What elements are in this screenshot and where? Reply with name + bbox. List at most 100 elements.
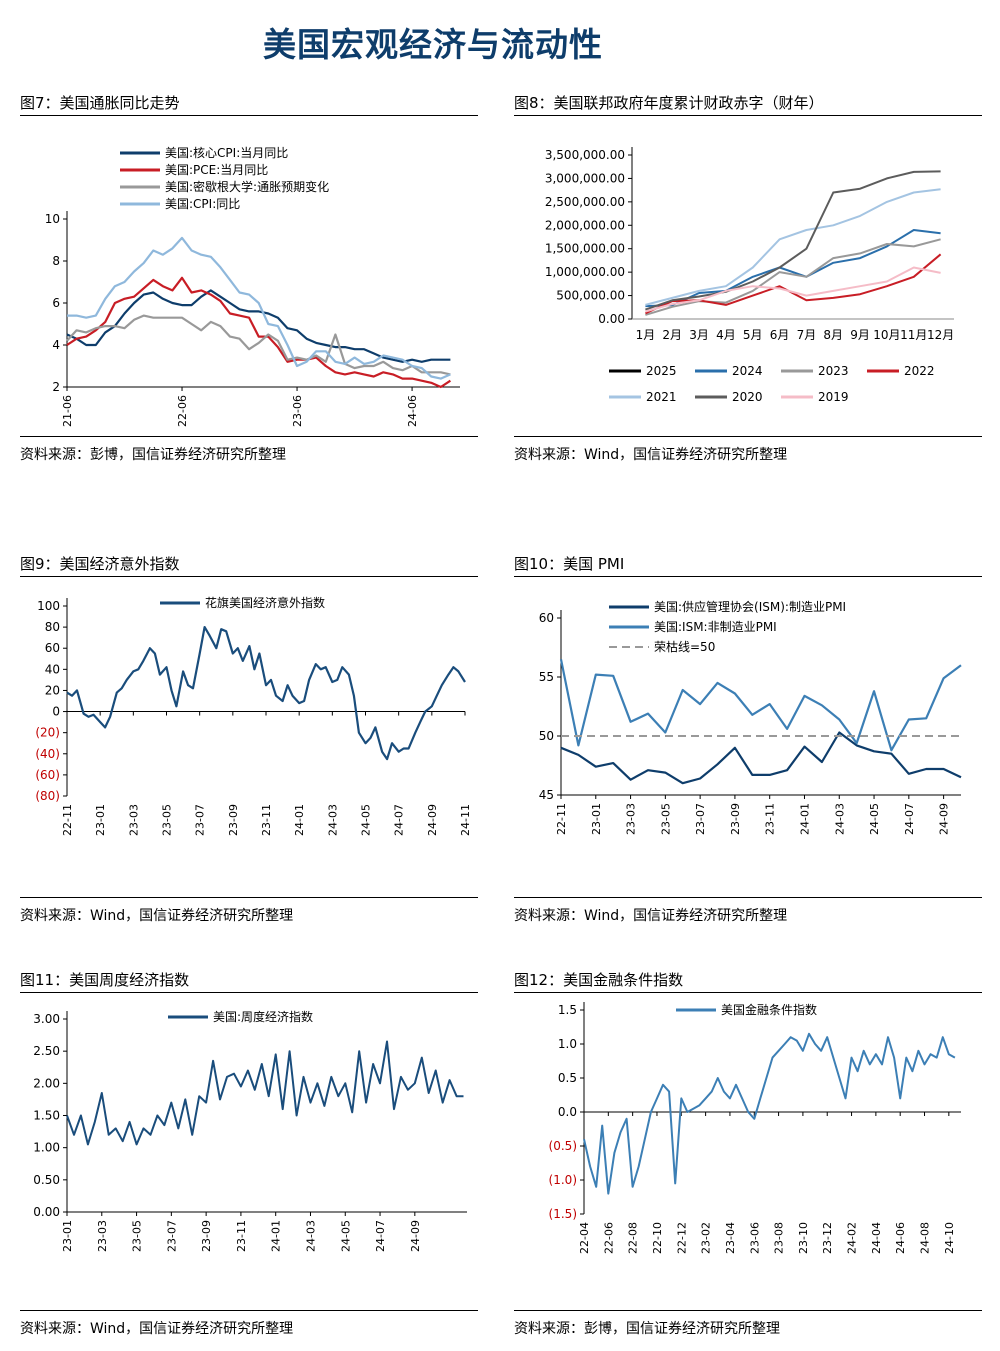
y-tick-label: 1.5	[558, 1003, 577, 1017]
divider	[514, 992, 982, 993]
panel-pmi: 图10：美国 PMI 45 50 55 60 22-11 23-01 23-03 23-05 2…	[514, 553, 984, 933]
x-tick-label: 23-05	[161, 804, 174, 836]
x-tick-label: 23-09	[729, 803, 742, 835]
x-tick-label: 22-11	[555, 803, 568, 835]
y-tick-label: (80)	[35, 789, 60, 803]
divider	[20, 992, 478, 993]
x-tick-label: 4月	[716, 328, 736, 342]
y-tick-label: 2,000,000.00	[545, 218, 625, 232]
divider	[514, 576, 982, 577]
y-tick-label: 20	[45, 683, 60, 697]
divider	[514, 436, 982, 437]
x-tick-label: 23-01	[94, 804, 107, 836]
x-tick-label: 22-04	[578, 1222, 591, 1254]
y-tick-label: 60	[45, 641, 60, 655]
source-note: 资料来源：Wind，国信证券经济研究所整理	[20, 908, 294, 924]
y-tick-label: (20)	[35, 726, 60, 740]
y-tick-label: 60	[539, 611, 554, 625]
x-tick-label: 22-11	[61, 804, 74, 836]
x-tick-label: 24-02	[846, 1222, 859, 1254]
legend-label: 美国:密歇根大学:通胀预期变化	[165, 179, 329, 194]
series-line-0	[66, 289, 451, 363]
series-line-2	[645, 238, 941, 316]
legend-label: 2020	[732, 390, 763, 404]
y-tick-label: 1.00	[33, 1141, 60, 1155]
y-tick-label: 50	[539, 729, 554, 743]
x-tick-label: 24-01	[293, 804, 306, 836]
x-tick-label: 24-09	[426, 804, 439, 836]
x-tick-label: 22-10	[651, 1222, 664, 1254]
x-tick-label: 24-05	[360, 804, 373, 836]
legend-label: 2025	[646, 364, 677, 378]
panel-title: 图8：美国联邦政府年度累计财政赤字（财年）	[514, 94, 824, 112]
y-tick-label: 1.0	[558, 1037, 577, 1051]
x-tick-label: 24-07	[903, 803, 916, 835]
y-tick-label: 1,500,000.00	[545, 242, 625, 256]
source-note: 资料来源：彭博，国信证券经济研究所整理	[20, 447, 286, 463]
x-tick-label: 1月	[636, 328, 656, 342]
legend-label: 荣枯线=50	[654, 639, 715, 654]
x-tick-label: 23-07	[694, 803, 707, 835]
legend-label: 美国:供应管理协会(ISM):制造业PMI	[654, 599, 846, 614]
series-line-0	[66, 625, 466, 761]
y-tick-label: 55	[539, 670, 554, 684]
y-tick-label: 0.00	[598, 312, 625, 326]
series-line-1	[645, 229, 941, 308]
x-tick-label: 23-03	[96, 1220, 109, 1252]
panel-title: 图7：美国通胀同比走势	[20, 94, 180, 112]
x-tick-label: 22-08	[627, 1222, 640, 1254]
x-tick-label: 24-08	[919, 1222, 932, 1254]
x-tick-label: 24-01	[798, 803, 811, 835]
x-tick-label: 23-11	[764, 803, 777, 835]
panel-surprise: 图9：美国经济意外指数 (80) (60) (40) (20) 0 20 40 60 80 100…	[20, 553, 480, 933]
legend-label: 2021	[646, 390, 677, 404]
x-tick-label: 24-04	[870, 1222, 883, 1254]
x-tick-label: 22-06	[176, 395, 189, 427]
x-tick-label: 22-12	[675, 1222, 688, 1254]
y-tick-label: 6	[52, 296, 60, 310]
series-line-3	[644, 253, 942, 315]
y-tick-label: 0.0	[558, 1105, 577, 1119]
y-tick-label: 100	[37, 599, 60, 613]
x-tick-label: 23-01	[61, 1220, 74, 1252]
x-tick-label: 23-12	[821, 1222, 834, 1254]
y-tick-label: 2.00	[33, 1076, 60, 1090]
legend-label: 美国:PCE:当月同比	[165, 163, 268, 177]
panel-title: 图11：美国周度经济指数	[20, 971, 190, 989]
x-tick-label: 24-05	[868, 803, 881, 835]
x-tick-label: 22-06	[602, 1222, 615, 1254]
x-tick-label: 23-09	[200, 1220, 213, 1252]
x-tick-label: 2月	[662, 328, 682, 342]
legend-label: 2022	[904, 364, 935, 378]
divider	[20, 1310, 478, 1311]
legend-label: 美国金融条件指数	[721, 1002, 817, 1017]
x-tick-label: 23-01	[590, 803, 603, 835]
x-tick-label: 24-03	[833, 803, 846, 835]
x-tick-label: 24-07	[393, 804, 406, 836]
y-tick-label: 1,000,000.00	[545, 265, 625, 279]
chart-pmi: 45 50 55 60 22-11 23-01 23-03 23-05 23-07 23-09 23…	[539, 599, 962, 835]
page-title: 美国宏观经济与流动性	[263, 25, 603, 64]
x-tick-label: 23-11	[235, 1220, 248, 1252]
x-tick-label: 24-01	[270, 1220, 283, 1252]
y-tick-label: 3.00	[33, 1012, 60, 1026]
x-tick-label: 23-05	[131, 1220, 144, 1252]
y-tick-label: 500,000.00	[556, 289, 625, 303]
x-tick-label: 23-07	[194, 804, 207, 836]
y-tick-label: 2	[52, 380, 60, 394]
x-tick-label: 23-10	[797, 1222, 810, 1254]
y-tick-label: 3,500,000.00	[545, 148, 625, 162]
x-tick-label: 12月	[927, 328, 954, 342]
y-tick-label: 80	[45, 620, 60, 634]
panel-weekly: 图11：美国周度经济指数 0.00 0.50 1.00 1.50 2.00 2.50 3.0…	[20, 969, 480, 1349]
divider	[514, 115, 982, 116]
x-tick-label: 23-04	[724, 1222, 737, 1254]
x-tick-label: 24-06	[406, 395, 419, 427]
y-tick-label: 3,000,000.00	[545, 171, 625, 185]
divider	[20, 436, 478, 437]
x-tick-label: 21-06	[61, 395, 74, 427]
divider	[20, 576, 478, 577]
divider	[514, 897, 982, 898]
panel-financial: 图12：美国金融条件指数 (1.5) (1.0) (0.5) 0.0 0.5 1.0 1.5…	[514, 969, 984, 1349]
series-line-2	[66, 314, 451, 376]
